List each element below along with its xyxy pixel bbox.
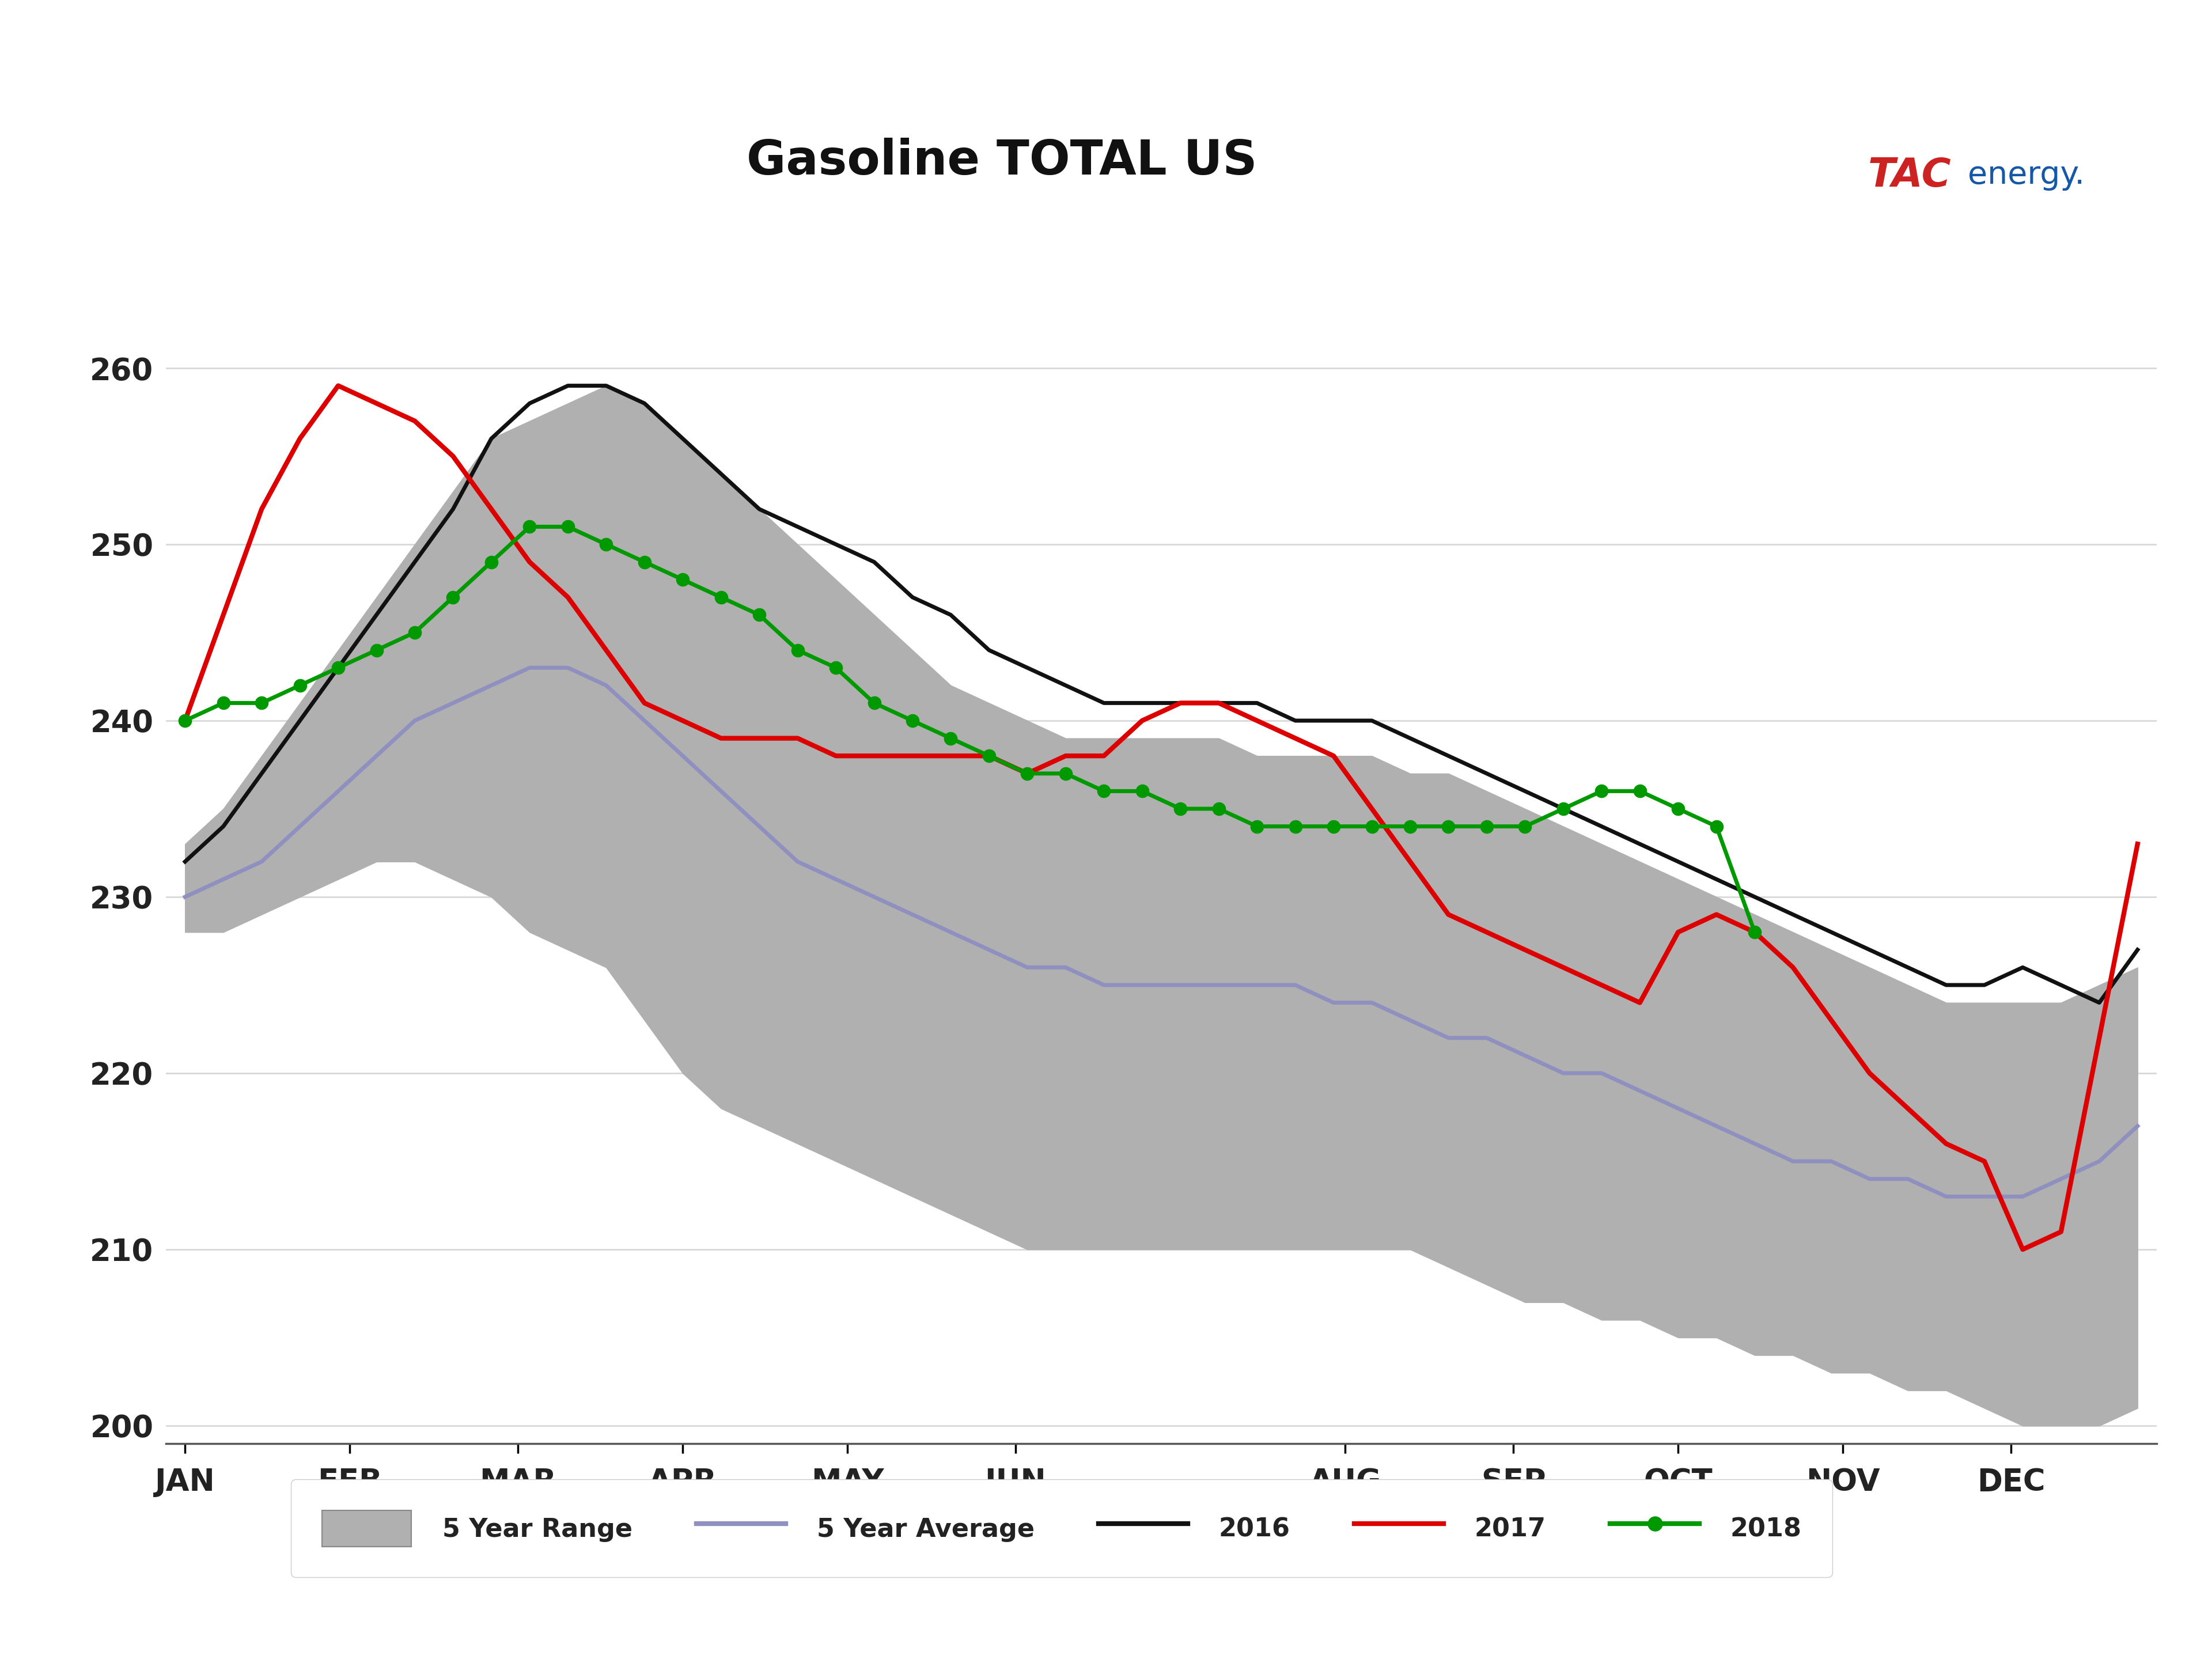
Text: energy.: energy. xyxy=(1969,159,2084,191)
Text: Gasoline TOTAL US: Gasoline TOTAL US xyxy=(748,138,1256,184)
Legend: 5 Year Range, 5 Year Average, 2016, 2017, 2018: 5 Year Range, 5 Year Average, 2016, 2017… xyxy=(292,1480,1832,1578)
Text: TAC: TAC xyxy=(1867,156,1951,194)
